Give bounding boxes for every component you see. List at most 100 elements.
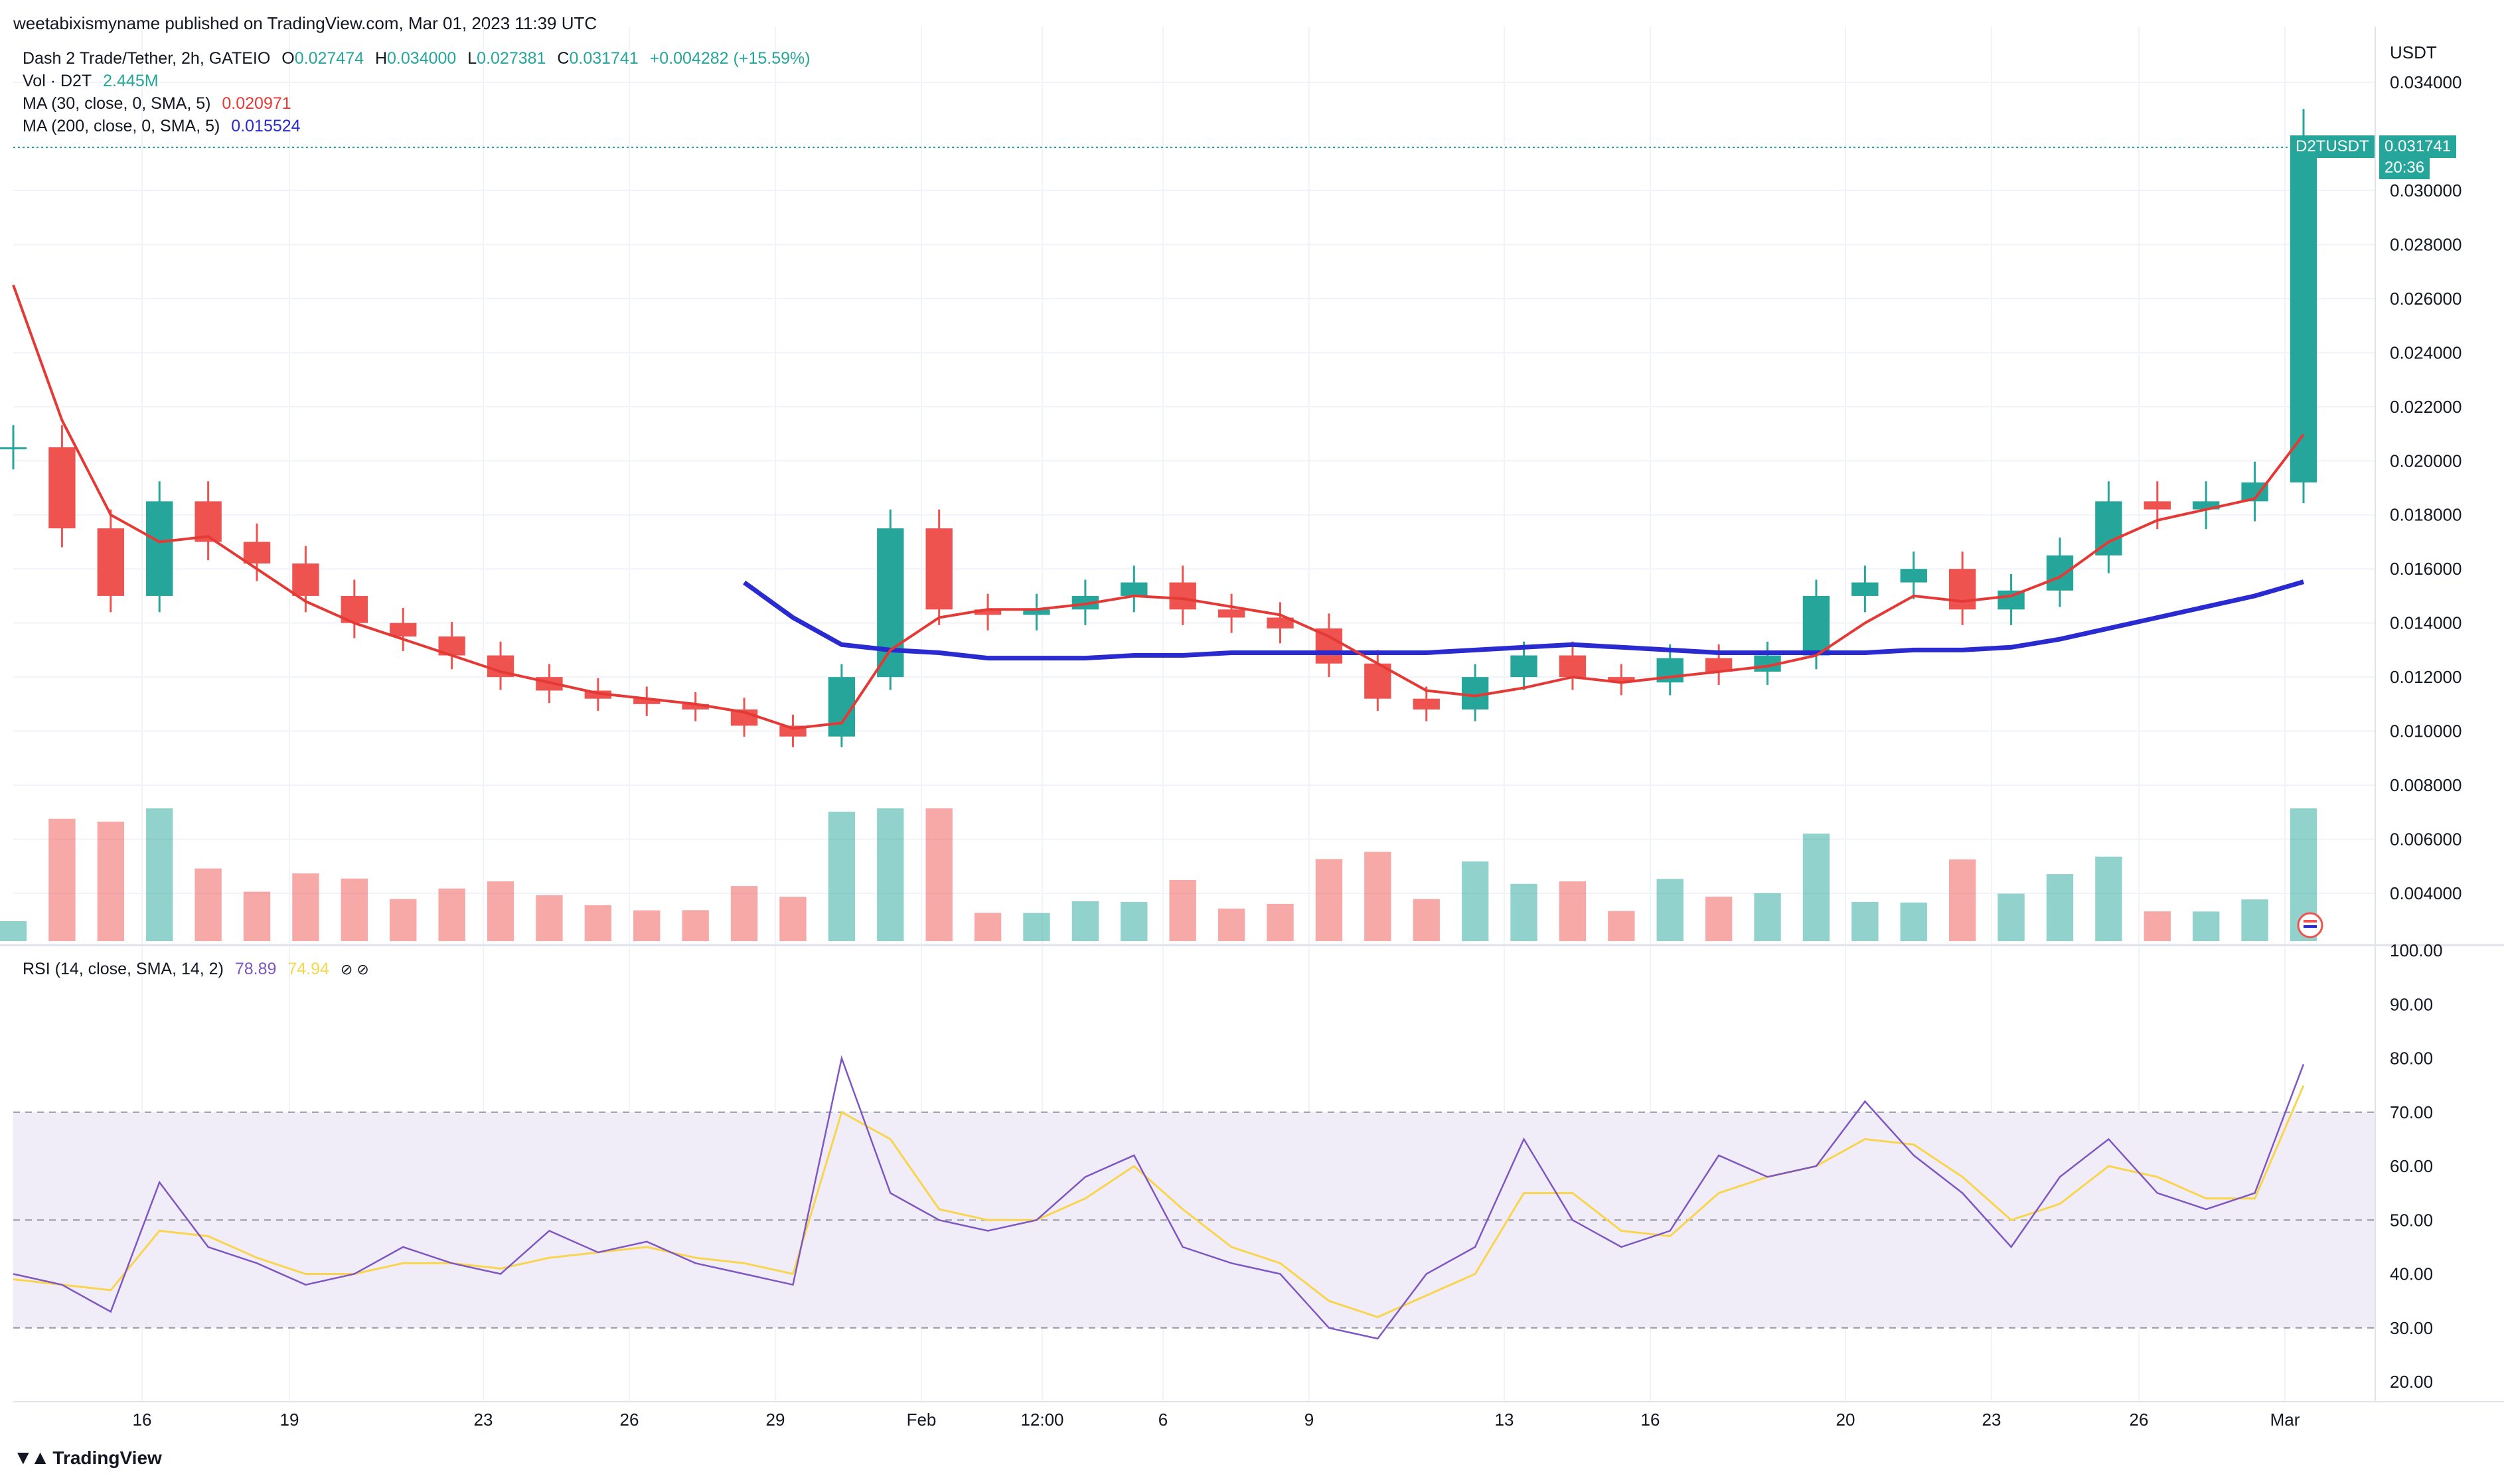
volume-bar — [1413, 899, 1440, 941]
price-tick-label: 0.030000 — [2390, 181, 2462, 200]
volume-value: 2.445M — [103, 72, 159, 90]
volume-bar — [438, 888, 465, 941]
rsi-axis: 100.00 90.00 80.00 70.00 60.00 50.00 40.00 30.0… — [2390, 940, 2443, 1392]
volume-bar — [1071, 901, 1099, 941]
time-tick-label: Feb — [907, 1410, 937, 1430]
countdown-badge: 20:36 — [2379, 157, 2430, 179]
candle — [97, 528, 124, 596]
candle — [48, 447, 76, 529]
candle — [828, 677, 856, 737]
price-tick-label: 0.028000 — [2390, 234, 2462, 254]
open-label: O — [281, 49, 295, 68]
legend-volume: Vol · D2T 2.445M — [23, 72, 165, 91]
ma200-line — [743, 579, 2304, 661]
time-tick-label: 6 — [1158, 1410, 1168, 1430]
volume-bar — [584, 905, 612, 941]
rsi-tick-label: 40.00 — [2390, 1264, 2433, 1284]
time-tick-label: 26 — [2130, 1410, 2149, 1430]
legend-ma200: MA (200, close, 0, SMA, 5) 0.015524 — [23, 117, 307, 136]
candle — [633, 698, 661, 704]
rsi-ma-value: 74.94 — [287, 960, 329, 978]
price-tick-label: 0.022000 — [2390, 397, 2462, 417]
price-tick-label: 0.024000 — [2390, 342, 2462, 362]
rsi-tick-label: 70.00 — [2390, 1102, 2433, 1122]
candle — [1510, 655, 1537, 678]
volume-bar — [828, 812, 856, 941]
volume-bar — [1217, 908, 1245, 941]
price-tick-label: 0.034000 — [2390, 72, 2462, 92]
rsi-tick-label: 90.00 — [2390, 994, 2433, 1014]
price-tick-label: 0.018000 — [2390, 505, 2462, 525]
tradingview-logo[interactable]: ▼▲ TradingView — [13, 1447, 162, 1469]
rsi-overbought-oversold-band — [13, 1112, 2375, 1328]
candle — [925, 528, 953, 610]
symbol-title: Dash 2 Trade/Tether, 2h, GATEIO — [23, 49, 271, 68]
time-tick-label: 12:00 — [1020, 1410, 1063, 1430]
volume-bar — [487, 881, 514, 941]
time-tick-label: Mar — [2270, 1410, 2300, 1430]
time-tick-label: 20 — [1836, 1410, 1855, 1430]
volume-bar — [195, 868, 222, 941]
currency-label: USDT — [2390, 42, 2437, 62]
volume-bar — [1900, 902, 1927, 941]
price-tick-label: 0.020000 — [2390, 451, 2462, 471]
legend-ohlc: Dash 2 Trade/Tether, 2h, GATEIO O0.02747… — [23, 49, 817, 68]
visibility-icons[interactable]: ⊘ ⊘ — [340, 961, 369, 978]
candle — [682, 704, 709, 710]
volume-bar — [292, 873, 319, 941]
ma30-label: MA (30, close, 0, SMA, 5) — [23, 94, 211, 113]
volume-bar — [730, 886, 758, 941]
price-tick-label: 0.004000 — [2390, 883, 2462, 903]
rsi-tick-label: 30.00 — [2390, 1318, 2433, 1338]
flag-icon[interactable] — [2297, 912, 2323, 938]
candle — [2290, 143, 2317, 482]
low-label: L — [467, 49, 477, 68]
ma30-line — [12, 284, 2305, 730]
time-tick-label: 16 — [1641, 1410, 1660, 1430]
candle — [877, 528, 904, 678]
volume-label: Vol · D2T — [23, 72, 92, 90]
candle — [243, 542, 271, 564]
volume-bar — [2241, 899, 2268, 941]
last-price-badge: 0.031741 — [2379, 135, 2457, 158]
ma200-label: MA (200, close, 0, SMA, 5) — [23, 117, 220, 135]
legend-ma30: MA (30, close, 0, SMA, 5) 0.020971 — [23, 94, 298, 113]
time-tick-label: 16 — [133, 1410, 152, 1430]
time-axis: 16 19 23 26 29 Feb 12:00 6 9 13 16 20 23 26 Mar — [133, 1410, 2300, 1430]
candle — [390, 623, 417, 637]
price-axis: 0.034000 0.030000 0.028000 0.026000 0.024000… — [2390, 72, 2462, 903]
close-value: 0.031741 — [569, 49, 639, 68]
change-value: +0.004282 (+15.59%) — [649, 49, 811, 68]
volume-bar — [779, 897, 807, 941]
volume-bar — [1121, 901, 1148, 941]
volume-bar — [1802, 834, 1830, 941]
candle — [0, 447, 27, 449]
ma200-value: 0.015524 — [231, 117, 301, 135]
candle — [1948, 569, 1976, 610]
rsi-tick-label: 60.00 — [2390, 1156, 2433, 1176]
candle — [2095, 501, 2122, 556]
volume-bar — [1559, 881, 1587, 941]
close-label: C — [557, 49, 570, 68]
high-value: 0.034000 — [387, 49, 457, 68]
published-by-line: weetabixismyname published on TradingVie… — [13, 13, 597, 33]
volume-bar — [925, 808, 953, 941]
volume-bar — [1267, 903, 1294, 941]
price-tick-label: 0.016000 — [2390, 559, 2462, 579]
candle — [146, 501, 173, 596]
time-tick-label: 19 — [280, 1410, 299, 1430]
candle — [1023, 609, 1050, 615]
volume-bar — [0, 921, 27, 941]
volume-bar — [1461, 861, 1489, 941]
candle — [195, 501, 222, 542]
volume-bar — [2046, 874, 2074, 941]
volume-bar — [536, 895, 563, 941]
time-tick-label: 29 — [766, 1410, 785, 1430]
volume-bar — [1754, 893, 1781, 941]
candle — [1802, 595, 1830, 656]
high-label: H — [374, 49, 388, 68]
volume-bar — [1997, 893, 2025, 941]
volume-bar — [682, 910, 709, 941]
rsi-tick-label: 100.00 — [2390, 940, 2443, 960]
